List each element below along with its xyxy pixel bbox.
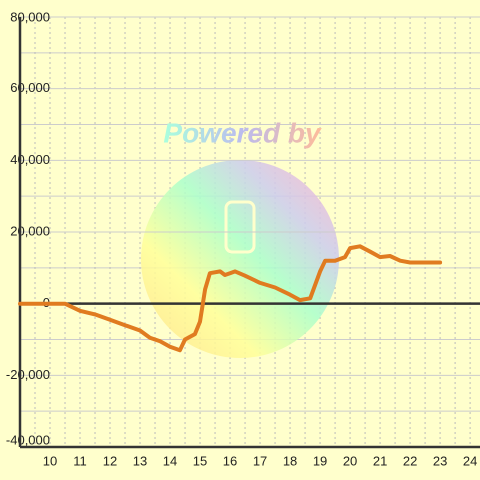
data-line — [18, 244, 443, 353]
x-tick-label: 18 — [283, 453, 297, 468]
y-tick-label: -20,000 — [6, 367, 50, 382]
x-tick-label: 23 — [433, 453, 447, 468]
y-tick-label: 80,000 — [10, 9, 50, 24]
x-tick-label: 21 — [373, 453, 387, 468]
x-tick-label: 11 — [73, 453, 87, 468]
y-tick-label: 60,000 — [10, 80, 50, 95]
x-tick-label: 22 — [403, 453, 417, 468]
x-tick-label: 10 — [43, 453, 57, 468]
y-tick-label: 20,000 — [10, 223, 50, 238]
x-tick-label: 15 — [193, 453, 207, 468]
x-tick-label: 20 — [343, 453, 357, 468]
x-tick-label: 17 — [253, 453, 267, 468]
watermark-circle — [141, 160, 339, 358]
x-tick-label: 13 — [133, 453, 147, 468]
watermark-text: Powered by — [163, 117, 322, 148]
y-tick-label: -40,000 — [6, 432, 50, 447]
x-tick-label: 19 — [313, 453, 327, 468]
x-tick-label: 12 — [103, 453, 117, 468]
watermark-icon — [224, 200, 256, 254]
x-tick-label: 16 — [223, 453, 237, 468]
watermark-logo — [141, 160, 339, 358]
y-tick-label: 40,000 — [10, 152, 50, 167]
x-tick-label: 14 — [163, 453, 177, 468]
x-tick-label: 24 — [463, 453, 477, 468]
